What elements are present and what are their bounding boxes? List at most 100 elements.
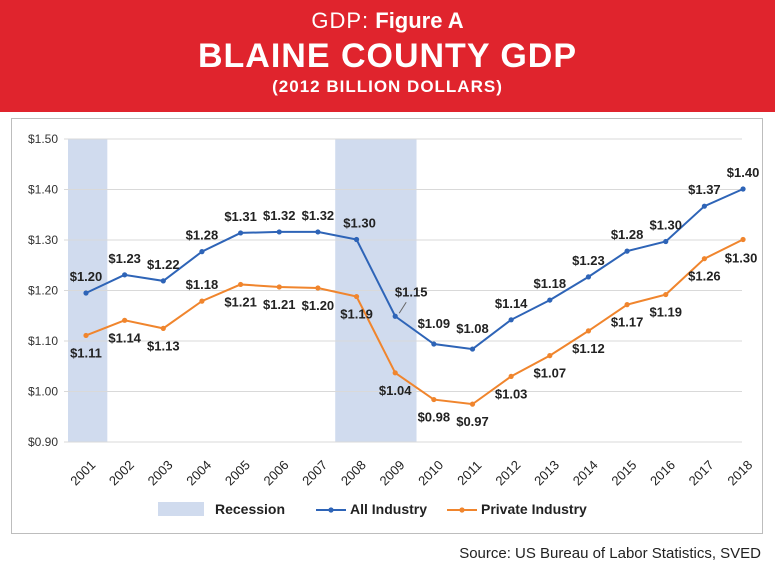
y-tick-label: $1.00 bbox=[28, 385, 58, 399]
data-label: $1.18 bbox=[186, 277, 219, 292]
data-point bbox=[353, 293, 360, 300]
x-tick-label: 2005 bbox=[222, 457, 253, 488]
data-label: $1.22 bbox=[147, 257, 180, 272]
x-tick-label: 2013 bbox=[531, 457, 562, 488]
data-point bbox=[238, 230, 244, 236]
data-point bbox=[624, 248, 630, 254]
data-point bbox=[122, 317, 128, 323]
data-label: $1.32 bbox=[263, 208, 296, 223]
data-point bbox=[624, 302, 630, 308]
data-point bbox=[199, 298, 205, 304]
x-tick-label: 2009 bbox=[376, 457, 407, 488]
data-point bbox=[392, 370, 398, 376]
legend-all-industry-marker bbox=[328, 507, 334, 513]
data-point bbox=[160, 325, 166, 331]
data-point bbox=[585, 274, 592, 280]
data-label: $1.30 bbox=[343, 215, 376, 230]
data-label: $1.21 bbox=[263, 297, 296, 312]
data-point bbox=[508, 317, 514, 323]
data-label: $1.19 bbox=[340, 307, 373, 322]
x-tick-label: 2014 bbox=[570, 457, 601, 488]
x-tick-label: 2002 bbox=[106, 457, 137, 488]
chart-subtitle: (2012 BILLION DOLLARS) bbox=[272, 77, 503, 96]
data-point bbox=[392, 313, 398, 319]
data-label: $1.20 bbox=[70, 269, 103, 284]
data-label: $1.30 bbox=[725, 250, 758, 265]
data-label: $1.23 bbox=[108, 251, 141, 266]
y-tick-label: $0.90 bbox=[28, 435, 58, 449]
data-point bbox=[701, 256, 708, 262]
data-label: $1.20 bbox=[302, 298, 335, 313]
data-label: $0.98 bbox=[418, 410, 451, 425]
data-label: $1.08 bbox=[456, 321, 489, 336]
data-point bbox=[315, 285, 321, 291]
data-label: $1.03 bbox=[495, 386, 528, 401]
data-label: $1.30 bbox=[649, 218, 682, 233]
data-point bbox=[740, 186, 746, 192]
data-point bbox=[83, 290, 89, 296]
data-label: $1.09 bbox=[418, 316, 451, 331]
data-point bbox=[83, 332, 89, 339]
x-tick-label: 2016 bbox=[647, 457, 678, 488]
data-point bbox=[740, 236, 746, 243]
data-label: $1.40 bbox=[727, 165, 760, 180]
data-label: $1.07 bbox=[534, 366, 567, 381]
x-tick-label: 2017 bbox=[686, 457, 717, 488]
data-point bbox=[547, 297, 553, 303]
source-note: Source: US Bureau of Labor Statistics, S… bbox=[459, 545, 761, 562]
data-label: $1.13 bbox=[147, 338, 180, 353]
legend-private-industry-label: Private Industry bbox=[481, 501, 587, 517]
data-point bbox=[431, 341, 437, 347]
data-label: $1.14 bbox=[108, 330, 141, 345]
data-point bbox=[469, 401, 476, 407]
data-label: $1.15 bbox=[395, 284, 428, 299]
data-label: $0.97 bbox=[456, 414, 489, 429]
y-tick-label: $1.50 bbox=[28, 132, 58, 146]
x-tick-label: 2007 bbox=[299, 457, 330, 488]
y-tick-label: $1.40 bbox=[28, 183, 58, 197]
data-label: $1.18 bbox=[534, 276, 567, 291]
x-tick-label: 2008 bbox=[338, 457, 369, 488]
data-point bbox=[663, 291, 669, 298]
data-label: $1.23 bbox=[572, 253, 605, 268]
x-tick-label: 2003 bbox=[145, 457, 176, 488]
data-label: $1.12 bbox=[572, 341, 605, 356]
data-label: $1.14 bbox=[495, 296, 528, 311]
data-point bbox=[701, 203, 708, 209]
label-leader-line bbox=[398, 301, 407, 314]
x-tick-label: 2015 bbox=[608, 457, 639, 488]
legend-recession-label: Recession bbox=[215, 501, 285, 517]
figure-number: Figure A bbox=[375, 8, 464, 33]
data-label: $1.04 bbox=[379, 383, 412, 398]
x-tick-label: 2004 bbox=[183, 457, 214, 488]
data-label: $1.21 bbox=[224, 294, 257, 309]
legend-recession-swatch bbox=[158, 502, 204, 516]
title-banner: GDP: Figure A BLAINE COUNTY GDP (2012 BI… bbox=[0, 0, 775, 112]
data-label: $1.28 bbox=[611, 227, 644, 242]
x-tick-label: 2001 bbox=[67, 457, 98, 488]
data-point bbox=[276, 229, 282, 235]
data-label: $1.32 bbox=[302, 208, 335, 223]
data-point bbox=[469, 346, 476, 352]
y-tick-label: $1.20 bbox=[28, 284, 58, 298]
figure-label: GDP: Figure A bbox=[0, 8, 775, 34]
data-point bbox=[199, 249, 205, 255]
data-label: $1.26 bbox=[688, 269, 721, 284]
data-point bbox=[353, 236, 360, 243]
legend-private-industry-marker bbox=[459, 507, 465, 513]
data-label: $1.17 bbox=[611, 315, 644, 330]
data-point bbox=[315, 229, 321, 235]
x-tick-label: 2011 bbox=[454, 458, 484, 488]
series-line-private-industry bbox=[85, 238, 744, 406]
data-point bbox=[431, 396, 437, 403]
data-point bbox=[238, 281, 244, 288]
y-tick-label: $1.10 bbox=[28, 334, 58, 348]
data-point bbox=[160, 278, 166, 284]
x-tick-label: 2006 bbox=[261, 457, 292, 488]
data-point bbox=[276, 284, 282, 290]
data-label: $1.37 bbox=[688, 182, 721, 197]
figure-prefix: GDP: bbox=[311, 8, 370, 33]
y-tick-label: $1.30 bbox=[28, 233, 58, 247]
data-point bbox=[547, 353, 553, 359]
